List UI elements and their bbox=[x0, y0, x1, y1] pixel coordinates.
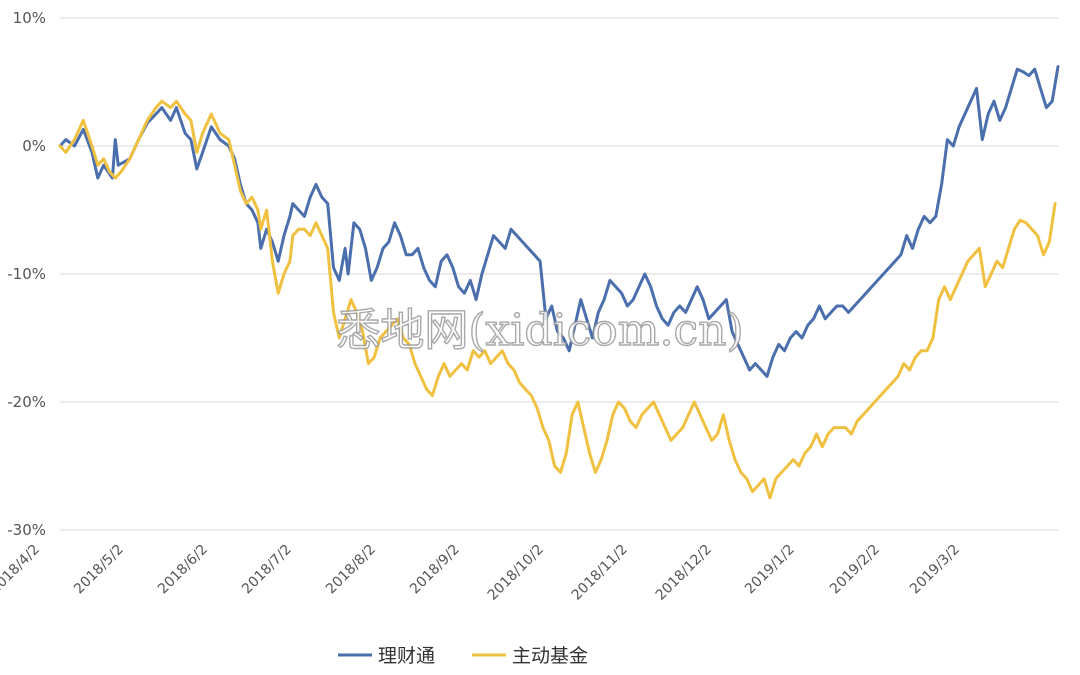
x-tick-label: 2018/5/2 bbox=[71, 542, 127, 598]
x-tick-label: 2019/2/2 bbox=[827, 542, 883, 598]
x-tick-label: 2018/12/2 bbox=[653, 542, 715, 604]
y-tick-label: -20% bbox=[7, 393, 46, 411]
legend-label-0: 理财通 bbox=[378, 645, 435, 667]
x-tick-label: 2019/1/2 bbox=[742, 542, 798, 598]
series-line-1 bbox=[58, 99, 1057, 500]
y-tick-label: -10% bbox=[7, 265, 46, 283]
legend: 理财通 主动基金 bbox=[338, 645, 588, 667]
x-tick-label: 2018/9/2 bbox=[407, 542, 463, 598]
series-line-0 bbox=[58, 65, 1060, 378]
x-tick-label: 2018/4/2 bbox=[0, 542, 43, 598]
x-axis-ticks: 2018/4/2 2018/5/2 2018/6/2 2018/7/2 2018/8/2… bbox=[0, 542, 963, 604]
x-tick-label: 2018/8/2 bbox=[323, 542, 379, 598]
y-axis-ticks: 10% 0% -10% -20% -30% bbox=[7, 9, 46, 539]
x-tick-label: 2018/10/2 bbox=[485, 542, 547, 604]
watermark-text: 悉地网(xidicom.cn) bbox=[336, 305, 743, 356]
y-tick-label: -30% bbox=[7, 521, 46, 539]
y-tick-label: 0% bbox=[22, 137, 46, 155]
x-tick-label: 2019/3/2 bbox=[907, 542, 963, 598]
legend-label-1: 主动基金 bbox=[512, 645, 588, 667]
x-tick-label: 2018/7/2 bbox=[239, 542, 295, 598]
x-tick-label: 2018/6/2 bbox=[155, 542, 211, 598]
x-tick-label: 2018/11/2 bbox=[569, 542, 631, 604]
grid-lines bbox=[60, 17, 1058, 531]
series-lines bbox=[58, 65, 1060, 500]
y-tick-label: 10% bbox=[13, 9, 46, 27]
